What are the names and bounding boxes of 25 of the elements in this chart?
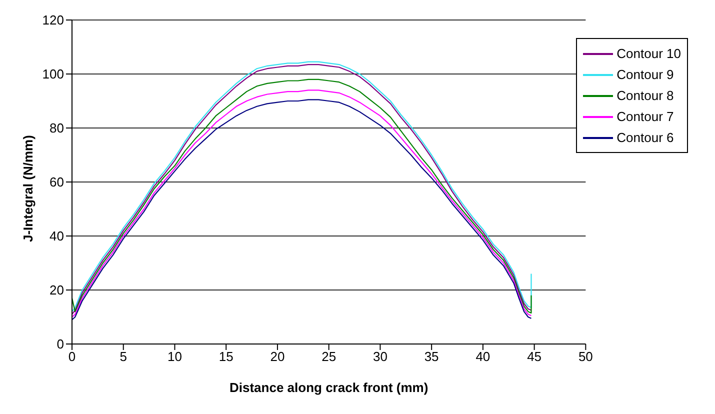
y-tick-label: 0 <box>56 336 64 352</box>
x-tick-label: 25 <box>322 349 336 364</box>
x-axis-title: Distance along crack front (mm) <box>230 380 428 395</box>
legend-label: Contour 8 <box>616 88 674 103</box>
legend-label: Contour 6 <box>616 130 674 145</box>
x-tick-label: 45 <box>527 349 542 364</box>
legend-label: Contour 9 <box>616 67 674 82</box>
y-tick-label: 80 <box>50 120 64 136</box>
x-tick-label: 15 <box>218 349 234 364</box>
x-tick-label: 20 <box>270 349 285 364</box>
x-tick-label: 40 <box>476 349 490 364</box>
y-tick-label: 60 <box>50 174 64 190</box>
legend-label: Contour 10 <box>616 46 681 61</box>
x-tick-label: 30 <box>372 349 388 364</box>
y-tick-label: 20 <box>50 282 64 298</box>
x-tick-label: 50 <box>578 349 593 364</box>
y-tick-label: 120 <box>42 12 64 28</box>
x-tick-label: 0 <box>68 349 76 364</box>
y-tick-label: 100 <box>42 66 64 82</box>
legend-label: Contour 7 <box>616 109 674 124</box>
x-tick-label: 5 <box>120 349 127 364</box>
y-tick-label: 40 <box>50 228 64 244</box>
x-tick-label: 10 <box>168 349 182 364</box>
x-tick-label: 35 <box>424 349 439 364</box>
y-axis-title: J-Integral (N/mm) <box>20 135 36 242</box>
